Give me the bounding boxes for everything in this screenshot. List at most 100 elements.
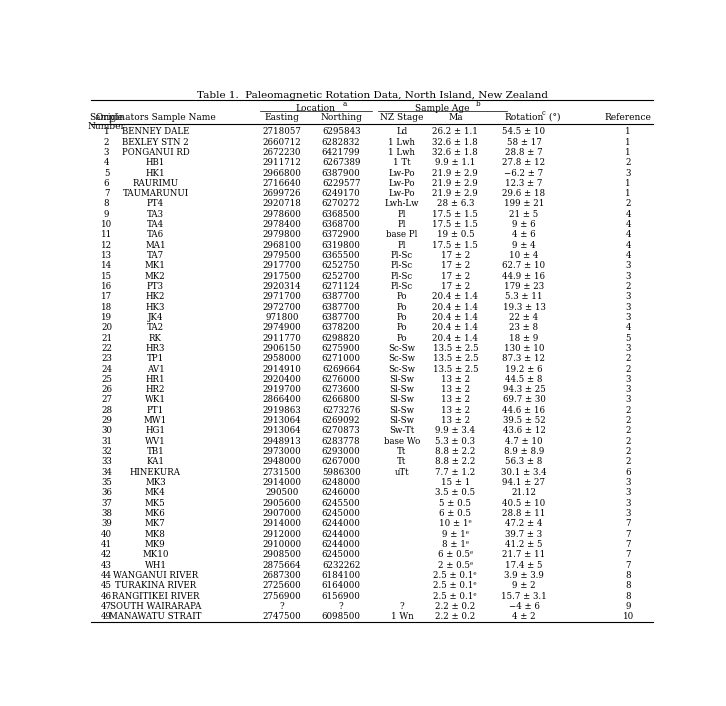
Text: PT4: PT4 (147, 200, 164, 208)
Text: c: c (542, 109, 546, 117)
Text: 2913064: 2913064 (263, 416, 301, 425)
Text: Lw-Po: Lw-Po (388, 189, 415, 198)
Text: 971800: 971800 (265, 313, 299, 322)
Text: 6275900: 6275900 (322, 344, 361, 353)
Text: 2948000: 2948000 (263, 457, 301, 467)
Text: 9 ± 6: 9 ± 6 (512, 220, 536, 229)
Text: 8: 8 (625, 592, 631, 601)
Text: 4: 4 (104, 158, 109, 167)
Text: MK5: MK5 (145, 498, 166, 508)
Text: 17 ± 2: 17 ± 2 (441, 282, 470, 291)
Text: BEXLEY STN 2: BEXLEY STN 2 (122, 138, 189, 147)
Text: MK9: MK9 (145, 540, 166, 549)
Text: Ld: Ld (396, 127, 407, 136)
Text: 3: 3 (625, 344, 631, 353)
Text: 56.3 ± 8: 56.3 ± 8 (505, 457, 542, 467)
Text: 2917500: 2917500 (263, 272, 301, 281)
Text: 22 ± 4: 22 ± 4 (510, 313, 539, 322)
Text: 6: 6 (104, 179, 109, 188)
Text: 2912000: 2912000 (263, 530, 301, 539)
Text: 20.4 ± 1.4: 20.4 ± 1.4 (433, 313, 478, 322)
Text: Sl-Sw: Sl-Sw (389, 375, 415, 384)
Text: Sl-Sw: Sl-Sw (389, 395, 415, 405)
Text: 6244000: 6244000 (322, 540, 361, 549)
Text: 13.5 ± 2.5: 13.5 ± 2.5 (433, 364, 478, 373)
Text: 6295843: 6295843 (322, 127, 360, 136)
Text: 2974900: 2974900 (263, 323, 301, 333)
Text: 36: 36 (101, 489, 112, 497)
Text: 6269092: 6269092 (322, 416, 360, 425)
Text: 13: 13 (101, 251, 112, 260)
Text: AV1: AV1 (147, 364, 164, 373)
Text: 15.7 ± 3.1: 15.7 ± 3.1 (501, 592, 547, 601)
Text: Sc-Sw: Sc-Sw (388, 344, 415, 353)
Text: 27.8 ± 12: 27.8 ± 12 (502, 158, 545, 167)
Text: 4 ± 6: 4 ± 6 (512, 230, 536, 239)
Text: Sl-Sw: Sl-Sw (389, 406, 415, 415)
Text: 17.5 ± 1.5: 17.5 ± 1.5 (433, 220, 478, 229)
Text: 199 ± 21: 199 ± 21 (504, 200, 544, 208)
Text: Pl: Pl (398, 210, 406, 219)
Text: 6229577: 6229577 (322, 179, 360, 188)
Text: 4: 4 (625, 210, 631, 219)
Text: 3: 3 (625, 169, 631, 177)
Text: 2973000: 2973000 (263, 447, 301, 456)
Text: Sc-Sw: Sc-Sw (388, 364, 415, 373)
Text: Location: Location (295, 104, 336, 113)
Text: (°): (°) (547, 113, 561, 122)
Text: 2966800: 2966800 (263, 169, 301, 177)
Text: 8.8 ± 2.2: 8.8 ± 2.2 (435, 457, 476, 467)
Text: Sw-Tt: Sw-Tt (389, 426, 415, 436)
Text: 3: 3 (625, 498, 631, 508)
Text: 2906150: 2906150 (263, 344, 301, 353)
Text: Sl-Sw: Sl-Sw (389, 416, 415, 425)
Text: 44.6 ± 16: 44.6 ± 16 (502, 406, 545, 415)
Text: HK3: HK3 (146, 303, 165, 311)
Text: TP1: TP1 (147, 354, 164, 363)
Text: 6368500: 6368500 (322, 210, 361, 219)
Text: 32.6 ± 1.8: 32.6 ± 1.8 (433, 138, 478, 147)
Text: WK1: WK1 (145, 395, 166, 405)
Text: 12.3 ± 7: 12.3 ± 7 (505, 179, 542, 188)
Text: 5.3 ± 11: 5.3 ± 11 (505, 292, 543, 301)
Text: 3: 3 (625, 385, 631, 394)
Text: 43: 43 (101, 561, 112, 570)
Text: 4: 4 (625, 230, 631, 239)
Text: 2.5 ± 0.1ᵉ: 2.5 ± 0.1ᵉ (433, 581, 477, 590)
Text: 34: 34 (101, 467, 112, 477)
Text: PT3: PT3 (147, 282, 164, 291)
Text: 26.2 ± 1.1: 26.2 ± 1.1 (433, 127, 478, 136)
Text: 6387700: 6387700 (322, 313, 361, 322)
Text: 6270272: 6270272 (322, 200, 360, 208)
Text: 3: 3 (625, 395, 631, 405)
Text: 7: 7 (625, 550, 631, 559)
Text: 2917700: 2917700 (263, 261, 301, 270)
Text: 25: 25 (101, 375, 112, 384)
Text: 13 ± 2: 13 ± 2 (441, 385, 470, 394)
Text: Ma: Ma (448, 113, 462, 122)
Text: 6: 6 (625, 467, 631, 477)
Text: Tt: Tt (397, 447, 407, 456)
Text: HR2: HR2 (146, 385, 166, 394)
Text: 7: 7 (625, 540, 631, 549)
Text: 2978400: 2978400 (263, 220, 301, 229)
Text: 2978600: 2978600 (263, 210, 301, 219)
Text: 6271000: 6271000 (322, 354, 361, 363)
Text: 6273276: 6273276 (322, 406, 360, 415)
Text: 62.7 ± 10: 62.7 ± 10 (502, 261, 545, 270)
Text: 9 ± 1ᵉ: 9 ± 1ᵉ (442, 530, 469, 539)
Text: 19: 19 (101, 313, 112, 322)
Text: 8.8 ± 2.2: 8.8 ± 2.2 (435, 447, 476, 456)
Text: MK4: MK4 (145, 489, 166, 497)
Text: 3: 3 (625, 375, 631, 384)
Text: 6293000: 6293000 (322, 447, 361, 456)
Text: 7.7 ± 1.2: 7.7 ± 1.2 (435, 467, 476, 477)
Text: 6270873: 6270873 (322, 426, 360, 436)
Text: Po: Po (396, 313, 407, 322)
Text: 1: 1 (625, 148, 631, 157)
Text: 13 ± 2: 13 ± 2 (441, 406, 470, 415)
Text: 2907000: 2907000 (263, 509, 301, 518)
Text: 4: 4 (625, 241, 631, 250)
Text: 10: 10 (101, 220, 112, 229)
Text: 5.3 ± 0.3: 5.3 ± 0.3 (436, 437, 476, 445)
